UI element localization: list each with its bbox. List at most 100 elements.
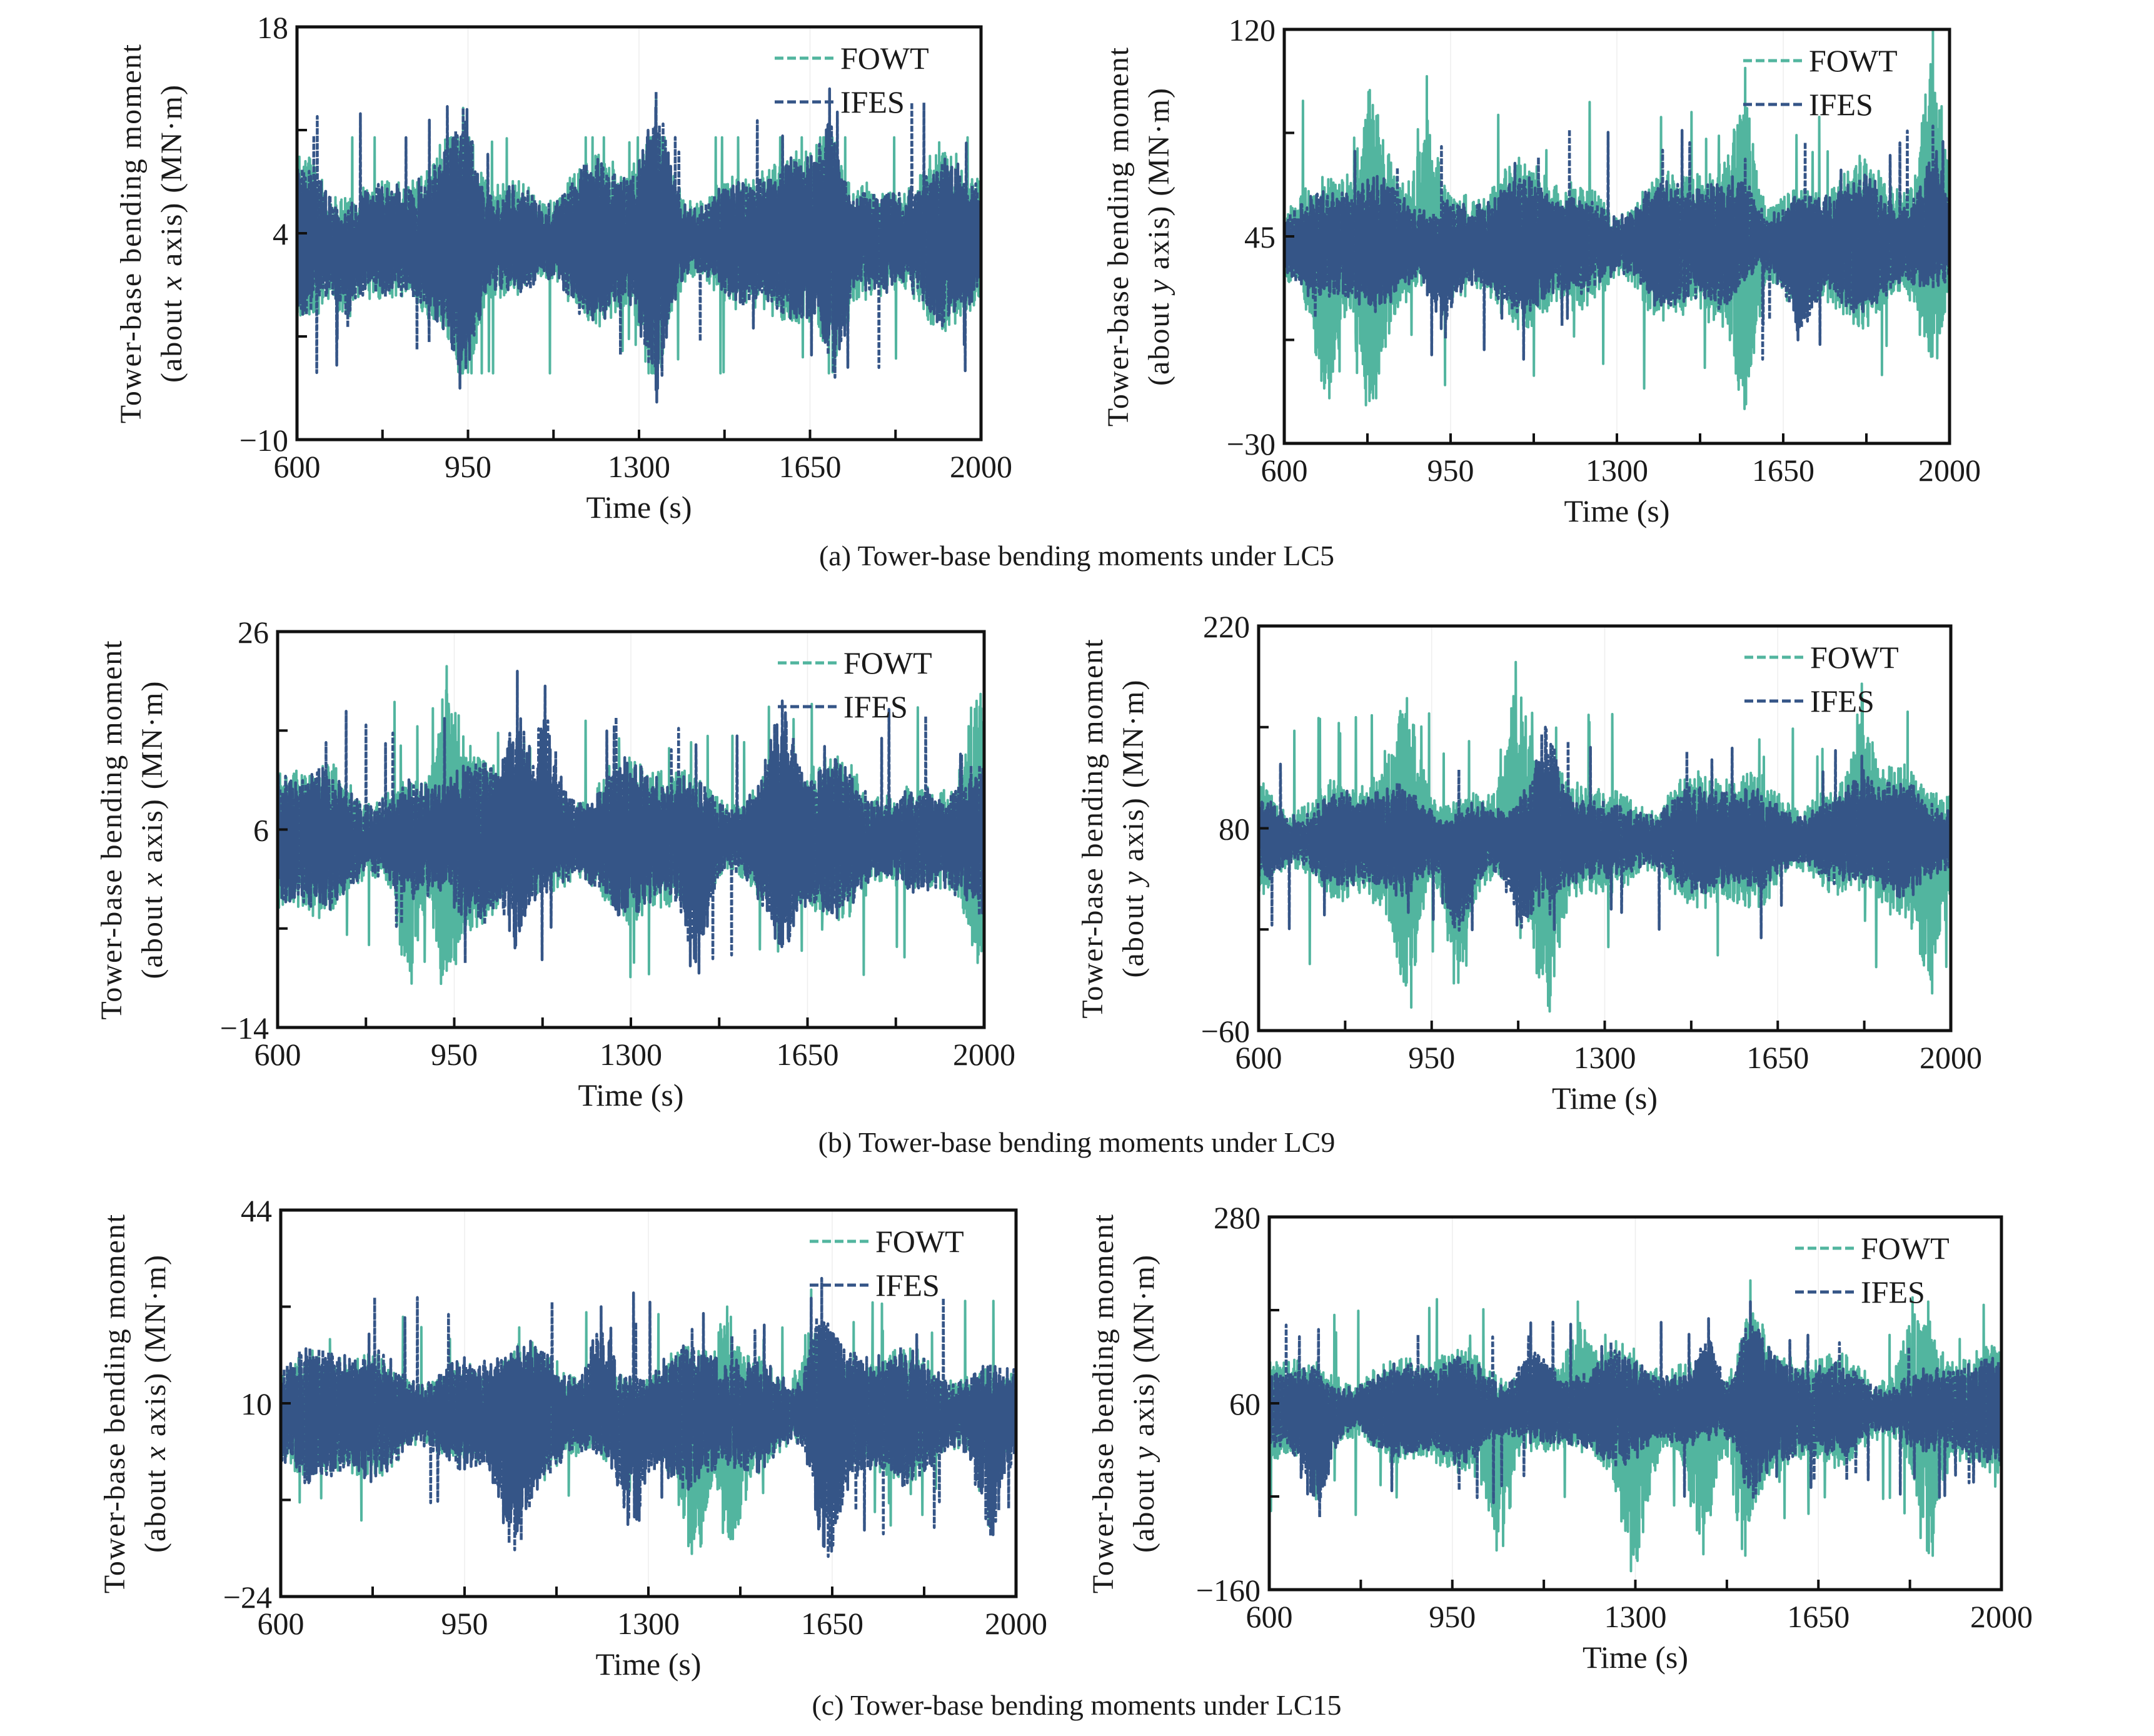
chart-lc15-x: 600 950 1300 1650 2000 −24 10 44 Time (s) Tower-b… xyxy=(98,1193,1047,1682)
y-axis-label-prefix: (about xyxy=(1142,293,1175,386)
x-tick-label: 600 xyxy=(258,1606,304,1641)
y-axis-label-line2: (about y axis) (MN·m) xyxy=(1142,87,1175,386)
legend-label-ifes: IFES xyxy=(875,1268,940,1303)
x-axis-label: Time (s) xyxy=(586,490,692,525)
x-tick-label: 1300 xyxy=(617,1606,680,1641)
x-axis-label: Time (s) xyxy=(1552,1081,1658,1116)
x-tick-label: 600 xyxy=(1261,453,1308,488)
y-axis-label-prefix: (about xyxy=(136,886,169,979)
chart-lc15-y: 600 950 1300 1650 2000 −160 60 280 Time (s) Tower… xyxy=(1087,1200,2033,1675)
legend: FOWT IFES xyxy=(1744,640,1899,719)
legend-label-fowt: FOWT xyxy=(1810,640,1899,675)
y-axis-label-suffix: axis) (MN·m) xyxy=(1142,87,1175,278)
y-tick-label: 280 xyxy=(1214,1200,1261,1235)
legend-label-ifes: IFES xyxy=(1810,684,1875,719)
chart-lc5-y: 600 950 1300 1650 2000 −30 45 120 Time (s) Tower-… xyxy=(1102,13,1981,528)
y-axis-label-line1: Tower-base bending moment xyxy=(1102,46,1135,426)
y-tick-label: 44 xyxy=(241,1193,272,1228)
x-tick-label: 2000 xyxy=(950,449,1012,484)
legend-label-ifes: IFES xyxy=(843,689,908,724)
series-ifes-line xyxy=(1269,1300,2001,1519)
y-axis-label-prefix: (about xyxy=(155,290,188,383)
y-tick-label: −160 xyxy=(1196,1573,1261,1608)
y-axis-label-prefix: (about xyxy=(1117,885,1150,978)
y-tick-label: 220 xyxy=(1203,609,1250,644)
x-tick-label: 1650 xyxy=(1746,1040,1809,1075)
y-axis-label-line1: Tower-base bending moment xyxy=(114,43,148,423)
y-tick-label: 45 xyxy=(1244,220,1276,255)
y-axis-label-axis-symbol: y xyxy=(1127,1445,1160,1463)
y-tick-label: 80 xyxy=(1219,812,1250,847)
legend-label-ifes: IFES xyxy=(840,84,905,119)
y-tick-label: 26 xyxy=(238,615,269,650)
legend-label-ifes: IFES xyxy=(1809,87,1873,122)
y-axis-label-suffix: axis) (MN·m) xyxy=(155,84,188,275)
x-tick-label: 2000 xyxy=(1918,453,1981,488)
legend: FOWT IFES xyxy=(778,645,932,724)
y-axis-label-prefix: (about xyxy=(139,1460,172,1553)
chart-lc9-y: 600 950 1300 1650 2000 −60 80 220 Time (s) Tower-… xyxy=(1076,609,1982,1116)
series-ifes-line xyxy=(297,87,981,404)
legend-label-fowt: FOWT xyxy=(843,645,932,680)
x-tick-label: 600 xyxy=(274,449,321,484)
x-tick-label: 1650 xyxy=(779,449,842,484)
y-axis-label-suffix: axis) (MN·m) xyxy=(1117,679,1150,871)
x-tick-label: 600 xyxy=(254,1037,301,1072)
y-tick-label: −14 xyxy=(220,1011,269,1046)
chart-lc9-x: 600 950 1300 1650 2000 −14 6 26 Time (s) Tower-ba… xyxy=(95,615,1015,1113)
x-tick-label: 1650 xyxy=(777,1037,839,1072)
x-tick-label: 950 xyxy=(1427,453,1474,488)
y-tick-label: 6 xyxy=(253,813,269,848)
legend: FOWT IFES xyxy=(810,1224,964,1303)
x-tick-label: 950 xyxy=(1408,1040,1455,1075)
y-axis-label-axis-symbol: x xyxy=(136,872,169,887)
x-axis-label: Time (s) xyxy=(578,1077,683,1113)
x-tick-label: 2000 xyxy=(1920,1040,1982,1075)
x-tick-label: 1300 xyxy=(1574,1040,1636,1075)
y-tick-label: −24 xyxy=(223,1580,272,1615)
legend-label-fowt: FOWT xyxy=(1861,1231,1950,1266)
y-axis-label-line2: (about x axis) (MN·m) xyxy=(136,680,169,979)
x-tick-label: 1650 xyxy=(1752,453,1814,488)
y-axis-label-line2: (about x axis) (MN·m) xyxy=(139,1254,172,1553)
y-axis-label-suffix: axis) (MN·m) xyxy=(139,1254,172,1445)
y-tick-label: 4 xyxy=(273,216,288,251)
series-ifes-line xyxy=(278,670,984,975)
y-axis-label-line1: Tower-base bending moment xyxy=(1087,1213,1120,1593)
legend-label-fowt: FOWT xyxy=(1809,43,1898,78)
x-tick-label: 1650 xyxy=(801,1606,863,1641)
y-axis-label-axis-symbol: y xyxy=(1142,278,1175,296)
y-axis-label-axis-symbol: x xyxy=(139,1445,172,1460)
y-axis-label-line1: Tower-base bending moment xyxy=(98,1213,131,1593)
x-tick-label: 1300 xyxy=(1604,1599,1667,1634)
y-axis-label-axis-symbol: y xyxy=(1117,871,1150,888)
x-tick-label: 1300 xyxy=(1586,453,1648,488)
y-axis-label-suffix: axis) (MN·m) xyxy=(1127,1254,1160,1445)
x-tick-label: 950 xyxy=(445,449,491,484)
legend: FOWT IFES xyxy=(775,41,929,119)
x-tick-label: 1300 xyxy=(600,1037,662,1072)
y-tick-label: 10 xyxy=(241,1386,272,1421)
series-ifes-line xyxy=(1284,124,1950,361)
y-axis-label-axis-symbol: x xyxy=(155,275,188,290)
y-axis-label-line1: Tower-base bending moment xyxy=(1076,638,1109,1018)
y-axis-label-suffix: axis) (MN·m) xyxy=(136,680,169,872)
y-axis-label-line2: (about y axis) (MN·m) xyxy=(1127,1254,1160,1553)
x-tick-label: 600 xyxy=(1236,1040,1282,1075)
y-axis-label-line1: Tower-base bending moment xyxy=(95,639,128,1019)
y-tick-label: 120 xyxy=(1229,13,1276,48)
y-axis-label-line2: (about y axis) (MN·m) xyxy=(1117,679,1150,978)
y-tick-label: 60 xyxy=(1229,1386,1261,1421)
series-ifes-line xyxy=(1259,725,1951,939)
x-tick-label: 2000 xyxy=(1970,1599,2033,1634)
x-tick-label: 1650 xyxy=(1787,1599,1850,1634)
x-tick-label: 2000 xyxy=(953,1037,1015,1072)
x-tick-label: 2000 xyxy=(985,1606,1047,1641)
x-tick-label: 950 xyxy=(431,1037,478,1072)
legend: FOWT IFES xyxy=(1795,1231,1950,1310)
legend: FOWT IFES xyxy=(1743,43,1898,122)
x-tick-label: 950 xyxy=(1429,1599,1476,1634)
x-tick-label: 600 xyxy=(1246,1599,1293,1634)
